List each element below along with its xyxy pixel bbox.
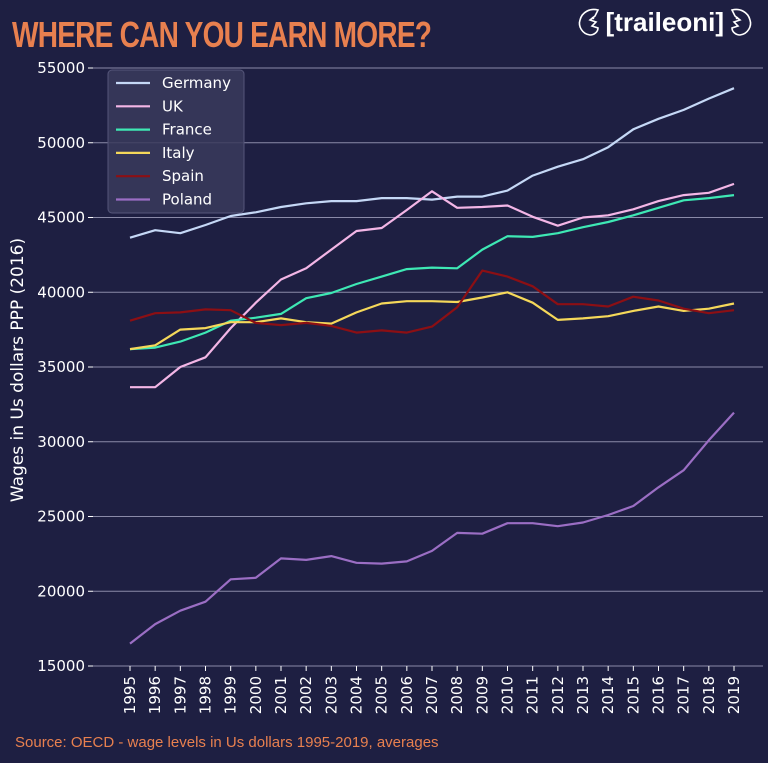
series-line-france bbox=[129, 194, 735, 351]
y-tick-label: 50000 bbox=[37, 134, 85, 152]
chart-title: WHERE CAN YOU EARN MORE? bbox=[12, 14, 432, 55]
x-tick-label: 2004 bbox=[348, 676, 366, 714]
series-line-spain bbox=[129, 269, 735, 334]
brand-logo: [traileoni] bbox=[576, 6, 754, 38]
y-tick-label: 45000 bbox=[37, 209, 85, 227]
x-tick-label: 2002 bbox=[297, 676, 315, 714]
y-axis-label: Wages in Us dollars PPP (2016) bbox=[8, 238, 28, 502]
x-tick-label: 2013 bbox=[574, 676, 592, 714]
x-tick-label: 1997 bbox=[171, 676, 189, 714]
legend-label-spain: Spain bbox=[162, 167, 204, 185]
x-tick-label: 2011 bbox=[524, 676, 542, 714]
series-line-italy bbox=[129, 291, 735, 351]
x-tick-label: 1999 bbox=[222, 676, 240, 714]
x-tick-label: 2007 bbox=[423, 676, 441, 714]
x-tick-label: 1995 bbox=[121, 676, 139, 714]
series-line-uk bbox=[130, 182, 735, 389]
x-tick-label: 2003 bbox=[322, 676, 340, 714]
y-tick-label: 40000 bbox=[37, 283, 85, 301]
y-tick-label: 55000 bbox=[37, 59, 85, 77]
y-tick-label: 20000 bbox=[37, 582, 85, 600]
legend-label-france: France bbox=[162, 121, 212, 139]
y-axis-ticks: 15000 20000 25000 30000 35000 40000 45000 50000… bbox=[37, 59, 93, 675]
x-tick-label: 2008 bbox=[448, 676, 466, 714]
legend-label-uk: UK bbox=[162, 97, 184, 115]
x-tick-label: 2001 bbox=[272, 676, 290, 714]
series-line-germany bbox=[129, 87, 735, 239]
legend-label-germany: Germany bbox=[162, 74, 231, 92]
x-tick-label: 2019 bbox=[725, 676, 743, 714]
x-axis-ticks: 1995 1996 1997 1998 1999 2000 2001 2002 2003 2004… bbox=[121, 666, 743, 714]
legend-label-italy: Italy bbox=[162, 144, 195, 162]
x-tick-label: 2014 bbox=[599, 676, 617, 714]
x-tick-label: 2000 bbox=[247, 676, 265, 714]
x-tick-label: 2015 bbox=[624, 676, 642, 714]
y-tick-label: 25000 bbox=[37, 508, 85, 526]
grid-lines bbox=[93, 67, 763, 667]
x-tick-label: 2012 bbox=[549, 676, 567, 714]
x-tick-label: 2006 bbox=[398, 676, 416, 714]
x-tick-label: 1996 bbox=[146, 676, 164, 714]
series-lines bbox=[129, 87, 735, 645]
x-tick-label: 2010 bbox=[499, 676, 517, 714]
source-note: Source: OECD - wage levels in Us dollars… bbox=[15, 734, 439, 751]
x-tick-label: 1998 bbox=[197, 676, 215, 714]
x-tick-label: 2018 bbox=[700, 676, 718, 714]
y-tick-label: 30000 bbox=[37, 433, 85, 451]
lion-left-icon bbox=[578, 8, 599, 36]
x-tick-label: 2009 bbox=[473, 676, 491, 714]
y-tick-label: 35000 bbox=[37, 358, 85, 376]
y-tick-label: 15000 bbox=[37, 657, 85, 675]
lion-right-icon bbox=[730, 8, 752, 36]
x-tick-label: 2016 bbox=[650, 676, 668, 714]
legend-label-poland: Poland bbox=[162, 191, 212, 209]
x-tick-label: 2017 bbox=[675, 676, 693, 714]
x-tick-label: 2005 bbox=[373, 676, 391, 714]
brand-name: [traileoni] bbox=[605, 6, 724, 37]
series-line-poland bbox=[129, 411, 735, 645]
legend: Germany UK France Italy Spain Poland bbox=[107, 69, 245, 214]
